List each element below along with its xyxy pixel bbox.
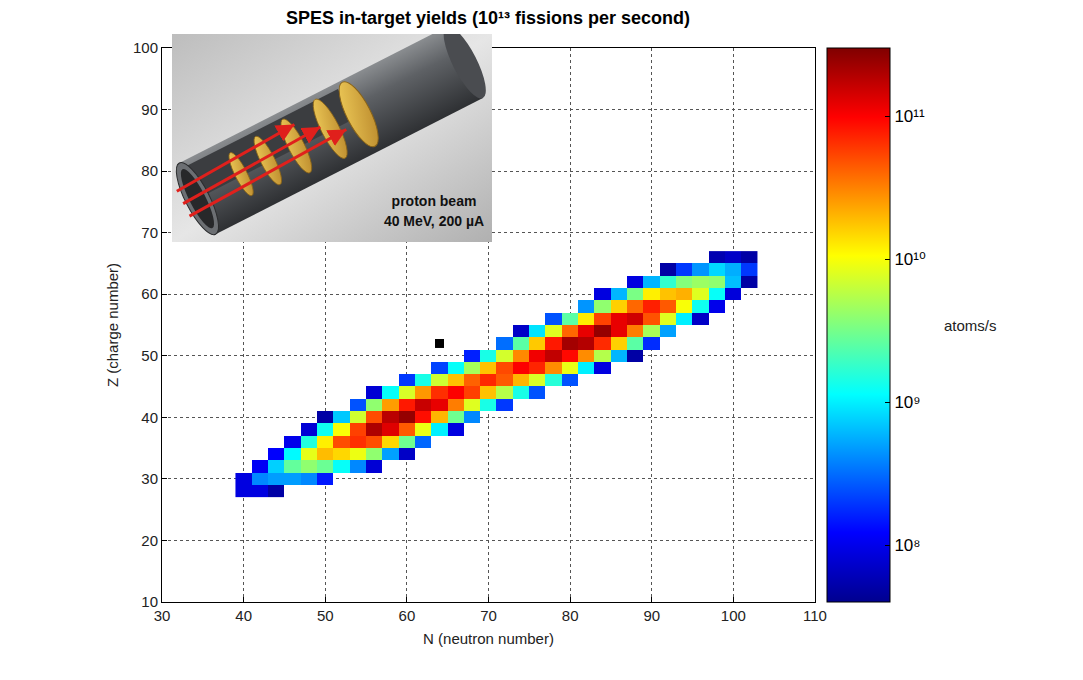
- svg-text:110: 110: [803, 607, 827, 624]
- svg-text:90: 90: [141, 101, 158, 118]
- svg-text:10: 10: [141, 593, 158, 610]
- svg-text:70: 70: [141, 224, 158, 241]
- svg-text:70: 70: [480, 607, 497, 624]
- svg-text:20: 20: [141, 532, 158, 549]
- svg-text:Z (charge number): Z (charge number): [104, 263, 121, 387]
- svg-text:10¹⁰: 10¹⁰: [894, 250, 926, 269]
- svg-text:SPES in-target yields (10¹³ fi: SPES in-target yields (10¹³ fissions per…: [286, 8, 690, 28]
- svg-text:40: 40: [235, 607, 252, 624]
- svg-text:40 MeV, 200 µA: 40 MeV, 200 µA: [384, 213, 484, 229]
- svg-text:100: 100: [133, 39, 158, 56]
- svg-text:10⁹: 10⁹: [894, 393, 920, 412]
- svg-text:proton beam: proton beam: [392, 193, 477, 209]
- svg-text:30: 30: [141, 470, 158, 487]
- svg-text:60: 60: [141, 285, 158, 302]
- svg-text:50: 50: [141, 347, 158, 364]
- svg-text:60: 60: [399, 607, 416, 624]
- svg-text:10⁸: 10⁸: [894, 536, 920, 555]
- svg-text:40: 40: [141, 409, 158, 426]
- svg-text:50: 50: [317, 607, 334, 624]
- svg-text:30: 30: [154, 607, 171, 624]
- svg-text:N (neutron number): N (neutron number): [423, 630, 554, 647]
- svg-text:100: 100: [721, 607, 746, 624]
- svg-text:90: 90: [643, 607, 660, 624]
- svg-text:80: 80: [562, 607, 579, 624]
- svg-text:10¹¹: 10¹¹: [894, 107, 925, 126]
- svg-text:80: 80: [141, 162, 158, 179]
- svg-text:atoms/s: atoms/s: [944, 317, 997, 334]
